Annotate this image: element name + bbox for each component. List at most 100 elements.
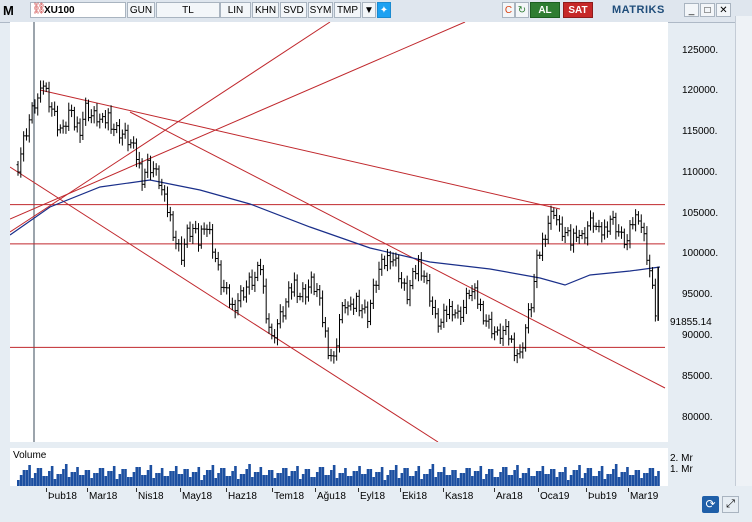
toolbar-button-khn[interactable]: KHN [252,2,279,18]
volume-bar [17,480,20,486]
vertical-scrollbar[interactable] [735,16,752,486]
x-tick-mark [46,488,47,492]
x-tick-mark [272,488,273,492]
x-tick-mark [358,488,359,492]
toolbar-button-gun[interactable]: GUN [127,2,155,18]
volume-bar [575,470,578,486]
y-tick-label: 120000. [682,85,719,97]
toolbar-button-lin[interactable]: LIN [220,2,251,18]
volume-bar [558,472,562,486]
volume-bar [606,474,610,486]
toolbar-button-svd[interactable]: SVD [280,2,307,18]
volume-bar [530,476,533,486]
y-tick-label: 85000. [682,370,713,382]
volume-bar [267,470,271,486]
sell-button[interactable]: SAT [563,2,593,18]
volume-bar [363,474,367,486]
volume-bar [524,473,528,486]
trendline-0 [10,22,466,220]
symbol-link-icon[interactable]: ⛓ [32,3,46,15]
buy-button[interactable]: AL [530,2,560,18]
toolbar-button-tmp[interactable]: TMP [334,2,361,18]
volume-bar [493,477,497,486]
volume-bar [174,466,178,486]
volume-bar [208,470,212,486]
volume-bar [101,468,105,486]
volume-bar [459,473,463,486]
toolbar-button-tl[interactable]: TL [156,2,220,18]
x-tick-mark [136,488,137,492]
volume-bar [265,475,268,486]
volume-bar [56,474,60,486]
x-tick-mark [315,488,316,492]
volume-bar [504,467,508,486]
toolbar-button-sym[interactable]: SYM [308,2,333,18]
volume-bar [64,464,68,486]
volume-bar [341,473,344,486]
volume-bar [377,472,381,486]
x-tick-label: May18 [182,491,213,502]
close-icon[interactable]: ✕ [716,3,731,17]
volume-bar [335,478,339,486]
volume-bar [79,475,82,486]
volume-bar [346,476,350,486]
reload-icon[interactable]: C [502,2,515,18]
volume-bar [146,470,150,486]
volume-bar [25,470,29,486]
y-tick-label: 80000. [682,411,713,423]
volume-bar [259,467,263,486]
volume-bar [589,468,593,486]
volume-bar [355,471,359,486]
volume-bar [595,476,598,486]
expand-icon[interactable]: ⤢ [722,496,739,513]
volume-bar [643,473,646,486]
volume-bar [205,470,209,486]
volume-bar [583,473,587,486]
twitter-icon[interactable]: ✦ [377,2,391,18]
volume-bar [163,476,167,486]
volume-bar [654,476,657,486]
volume-bar [211,465,215,486]
volume-bar [217,473,220,486]
x-tick-mark [226,488,227,492]
price-chart[interactable] [10,22,668,442]
volume-bar [628,475,632,486]
volume-bar [482,479,485,486]
x-tick-mark [628,488,629,492]
volume-bar [465,468,469,486]
volume-bar [138,467,141,486]
x-tick-mark [180,488,181,492]
app-logo: M [3,3,14,18]
volume-bar [516,465,519,486]
volume-bar [496,477,500,486]
maximize-icon[interactable]: □ [700,3,715,17]
x-tick-label: Nis18 [138,491,164,502]
sync-icon[interactable]: ⟳ [702,496,719,513]
x-tick-mark [87,488,88,492]
trendline-3 [129,111,666,389]
volume-bar [487,469,491,486]
volume-bar [614,464,618,486]
volume-bar [225,476,229,486]
dropdown-arrow-icon[interactable]: ▼ [362,2,376,18]
volume-bar [586,468,590,486]
volume-bar [251,477,254,486]
volume-bar [124,469,127,486]
volume-bar [73,472,77,486]
volume-bar [555,477,559,486]
volume-bar [321,467,325,486]
volume-bar [518,478,522,486]
symbol-field[interactable]: XU100 [30,2,126,18]
volume-bar [242,474,246,486]
volume-bar [609,474,612,486]
volume-bar [304,469,308,486]
volume-bar [126,477,130,486]
brand-label: MATRIKS [612,4,665,16]
volume-bar [19,475,23,486]
volume-bar [121,469,124,486]
minimize-icon[interactable]: _ [684,3,699,17]
refresh-icon[interactable]: ↻ [515,2,529,18]
volume-bar [344,468,347,486]
volume-bar [648,468,652,486]
volume-bar [203,475,206,486]
